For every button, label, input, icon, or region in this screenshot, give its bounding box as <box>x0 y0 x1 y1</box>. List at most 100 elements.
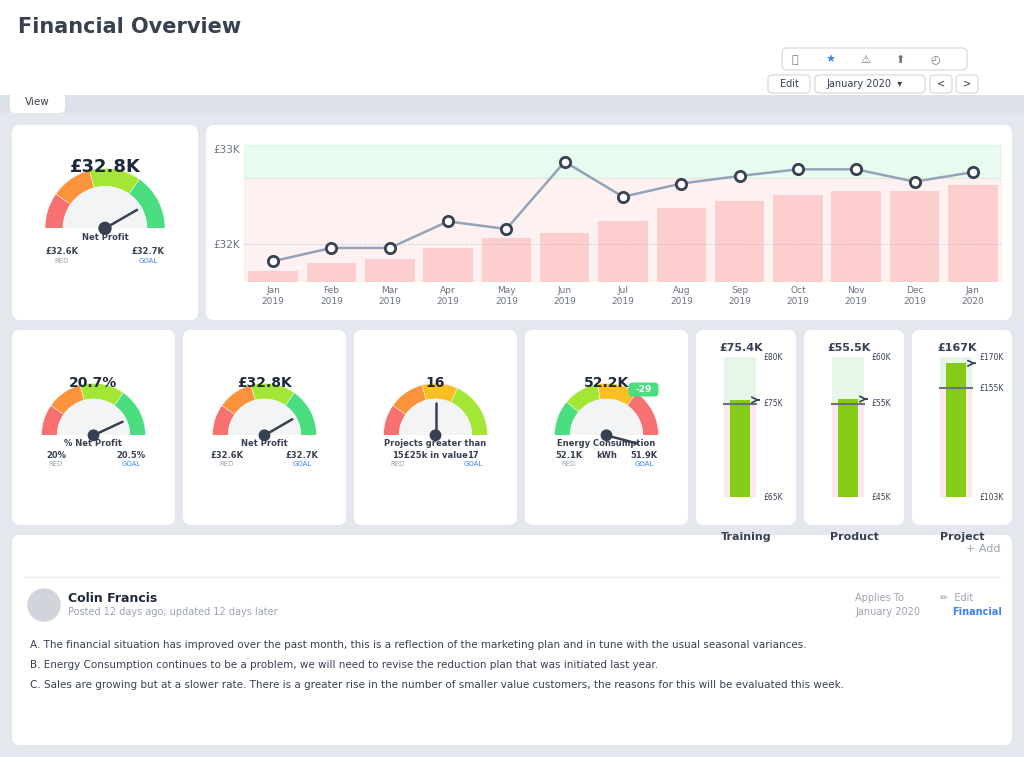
Bar <box>244 178 1002 282</box>
Text: <: < <box>937 79 945 89</box>
Point <box>265 255 282 267</box>
Text: 17: 17 <box>467 450 479 459</box>
Text: £32.6K: £32.6K <box>211 450 244 459</box>
Text: 16: 16 <box>426 375 445 390</box>
Text: GOAL: GOAL <box>463 461 482 467</box>
Bar <box>383 435 488 488</box>
Bar <box>540 232 590 282</box>
Wedge shape <box>213 406 234 435</box>
Text: 52.1K: 52.1K <box>555 450 583 459</box>
Text: 20.5%: 20.5% <box>117 450 145 459</box>
FancyBboxPatch shape <box>815 75 925 93</box>
Wedge shape <box>57 399 130 435</box>
Point <box>848 164 864 176</box>
Wedge shape <box>89 168 139 194</box>
Bar <box>423 248 473 282</box>
FancyBboxPatch shape <box>0 95 1024 113</box>
Bar <box>724 403 756 497</box>
Bar <box>249 271 298 282</box>
Wedge shape <box>393 385 426 414</box>
Wedge shape <box>384 406 406 435</box>
Circle shape <box>99 223 111 235</box>
Point <box>614 191 631 203</box>
FancyBboxPatch shape <box>12 535 1012 745</box>
Text: B. Energy Consumption continues to be a problem, we will need to revise the redu: B. Energy Consumption continues to be a … <box>30 660 658 670</box>
Circle shape <box>28 589 60 621</box>
Bar <box>306 263 356 282</box>
Text: A. The financial situation has improved over the past month, this is a reflectio: A. The financial situation has improved … <box>30 640 807 650</box>
Text: ★: ★ <box>825 55 835 65</box>
Text: 20%: 20% <box>46 450 67 459</box>
Text: Net Profit: Net Profit <box>241 440 288 448</box>
Bar <box>773 195 822 282</box>
Bar <box>838 399 858 497</box>
FancyBboxPatch shape <box>696 330 796 525</box>
Wedge shape <box>251 383 294 406</box>
Bar <box>212 435 317 488</box>
Text: ⚠: ⚠ <box>860 55 870 65</box>
Text: ⓘ: ⓘ <box>792 55 799 65</box>
Point <box>499 223 515 235</box>
Text: £155K: £155K <box>980 384 1005 393</box>
Text: Net Profit: Net Profit <box>82 233 128 242</box>
Wedge shape <box>45 194 71 229</box>
Text: ⬆: ⬆ <box>895 55 904 65</box>
Wedge shape <box>597 383 636 406</box>
Wedge shape <box>51 385 84 414</box>
FancyBboxPatch shape <box>354 330 517 525</box>
Point <box>440 215 457 227</box>
Bar <box>831 191 881 282</box>
Text: -29: -29 <box>635 385 651 394</box>
FancyBboxPatch shape <box>10 91 65 113</box>
Text: £75.4K: £75.4K <box>719 343 763 353</box>
Text: 15: 15 <box>392 450 403 459</box>
Bar <box>831 357 864 403</box>
Text: >: > <box>963 79 971 89</box>
Text: + Add: + Add <box>966 544 1000 554</box>
Text: GOAL: GOAL <box>121 461 140 467</box>
Text: £32.8K: £32.8K <box>238 375 292 390</box>
Text: £65K: £65K <box>764 493 783 501</box>
Text: Posted 12 days ago, updated 12 days later: Posted 12 days ago, updated 12 days late… <box>68 607 278 617</box>
Text: £55.5K: £55.5K <box>827 343 870 353</box>
Wedge shape <box>56 170 94 204</box>
Point <box>731 170 748 182</box>
Wedge shape <box>399 399 472 435</box>
FancyBboxPatch shape <box>629 382 658 397</box>
Text: 51.9K: 51.9K <box>631 450 657 459</box>
Wedge shape <box>555 402 579 435</box>
Text: £167K: £167K <box>937 343 977 353</box>
Text: £75K: £75K <box>764 399 783 408</box>
Text: £80K: £80K <box>764 353 783 362</box>
Text: GOAL: GOAL <box>138 258 158 264</box>
Wedge shape <box>222 385 255 414</box>
Point <box>324 242 340 254</box>
Bar <box>890 191 939 282</box>
Text: £55K: £55K <box>872 399 892 408</box>
Bar <box>724 357 756 403</box>
Wedge shape <box>129 179 165 229</box>
Point <box>906 176 923 188</box>
Text: £32.6K: £32.6K <box>45 247 78 256</box>
Text: Edit: Edit <box>779 79 799 89</box>
Text: 52.2K: 52.2K <box>584 375 629 390</box>
Wedge shape <box>115 393 145 435</box>
Wedge shape <box>228 399 301 435</box>
Point <box>965 166 981 178</box>
Bar <box>948 185 997 282</box>
Text: £103K: £103K <box>980 493 1005 501</box>
Wedge shape <box>570 399 643 435</box>
Wedge shape <box>286 393 316 435</box>
Text: January 2020  ▾: January 2020 ▾ <box>827 79 903 89</box>
Text: RED: RED <box>562 461 577 467</box>
FancyBboxPatch shape <box>930 75 952 93</box>
Text: View: View <box>25 97 49 107</box>
Text: 20.7%: 20.7% <box>70 375 118 390</box>
Text: Colin Francis: Colin Francis <box>68 591 158 605</box>
Bar <box>940 357 972 388</box>
Text: Projects greater than
£25k in value: Projects greater than £25k in value <box>384 440 486 459</box>
Circle shape <box>601 430 611 441</box>
Bar <box>44 229 166 289</box>
FancyBboxPatch shape <box>912 330 1012 525</box>
Bar <box>41 435 146 488</box>
